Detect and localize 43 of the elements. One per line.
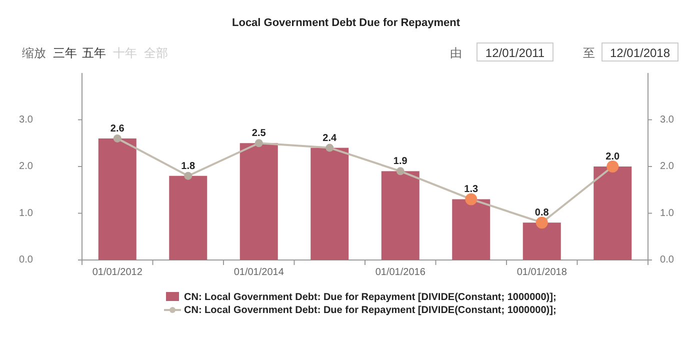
bar bbox=[594, 166, 632, 260]
bar bbox=[522, 222, 561, 260]
point bbox=[326, 144, 334, 152]
bar bbox=[310, 148, 349, 260]
y-tick-label: 0.0 bbox=[19, 254, 34, 266]
bar bbox=[240, 143, 278, 260]
data-label: 1.9 bbox=[393, 156, 408, 168]
x-tick-label: 01/01/2018 bbox=[516, 267, 568, 278]
x-tick-label: 01/01/2014 bbox=[234, 267, 284, 278]
bar bbox=[169, 176, 208, 260]
point bbox=[396, 167, 404, 176]
bar bbox=[98, 138, 136, 260]
data-label: 2.6 bbox=[110, 123, 125, 134]
legend-label: CN: Local Government Debt: Due for Repayment [DIVIDE(Constant; 1000000)]; bbox=[184, 305, 556, 316]
y2-tick-label: 3.0 bbox=[660, 114, 674, 126]
legend-label: CN: Local Government Debt: Due for Repayment [DIVIDE(Constant; 1000000)]; bbox=[184, 292, 556, 303]
y2-tick-label: 2.0 bbox=[660, 161, 674, 172]
text: 三年 bbox=[53, 46, 77, 60]
data-label: 2.4 bbox=[322, 132, 338, 144]
data-label: 1.3 bbox=[464, 184, 479, 196]
text: 12/01/2011 bbox=[485, 46, 545, 60]
point bbox=[254, 139, 263, 148]
chart-title: Local Government Debt Due for Repayment bbox=[232, 17, 460, 29]
bar bbox=[381, 171, 420, 260]
x-tick-label: 01/01/2012 bbox=[92, 267, 143, 278]
point bbox=[184, 172, 192, 180]
data-label: 0.8 bbox=[534, 208, 550, 219]
text: 由 bbox=[450, 46, 462, 60]
data-label: 2.0 bbox=[606, 152, 620, 162]
y-tick-label: 1.0 bbox=[19, 208, 34, 219]
y-tick-label: 2.0 bbox=[19, 161, 34, 172]
text: 至 bbox=[583, 46, 595, 60]
point bbox=[113, 134, 122, 142]
text: 12/01/2018 bbox=[610, 46, 670, 60]
bar bbox=[452, 199, 490, 260]
y2-tick-label: 0.0 bbox=[660, 254, 674, 266]
text: 五年 bbox=[82, 46, 106, 60]
data-label: 2.5 bbox=[252, 128, 266, 140]
text: 缩放 bbox=[22, 46, 46, 60]
y-tick-label: 3.0 bbox=[19, 114, 34, 126]
x-tick-label: 01/01/2016 bbox=[375, 267, 426, 278]
y2-tick-label: 1.0 bbox=[660, 208, 674, 219]
data-label: 1.8 bbox=[181, 160, 196, 172]
